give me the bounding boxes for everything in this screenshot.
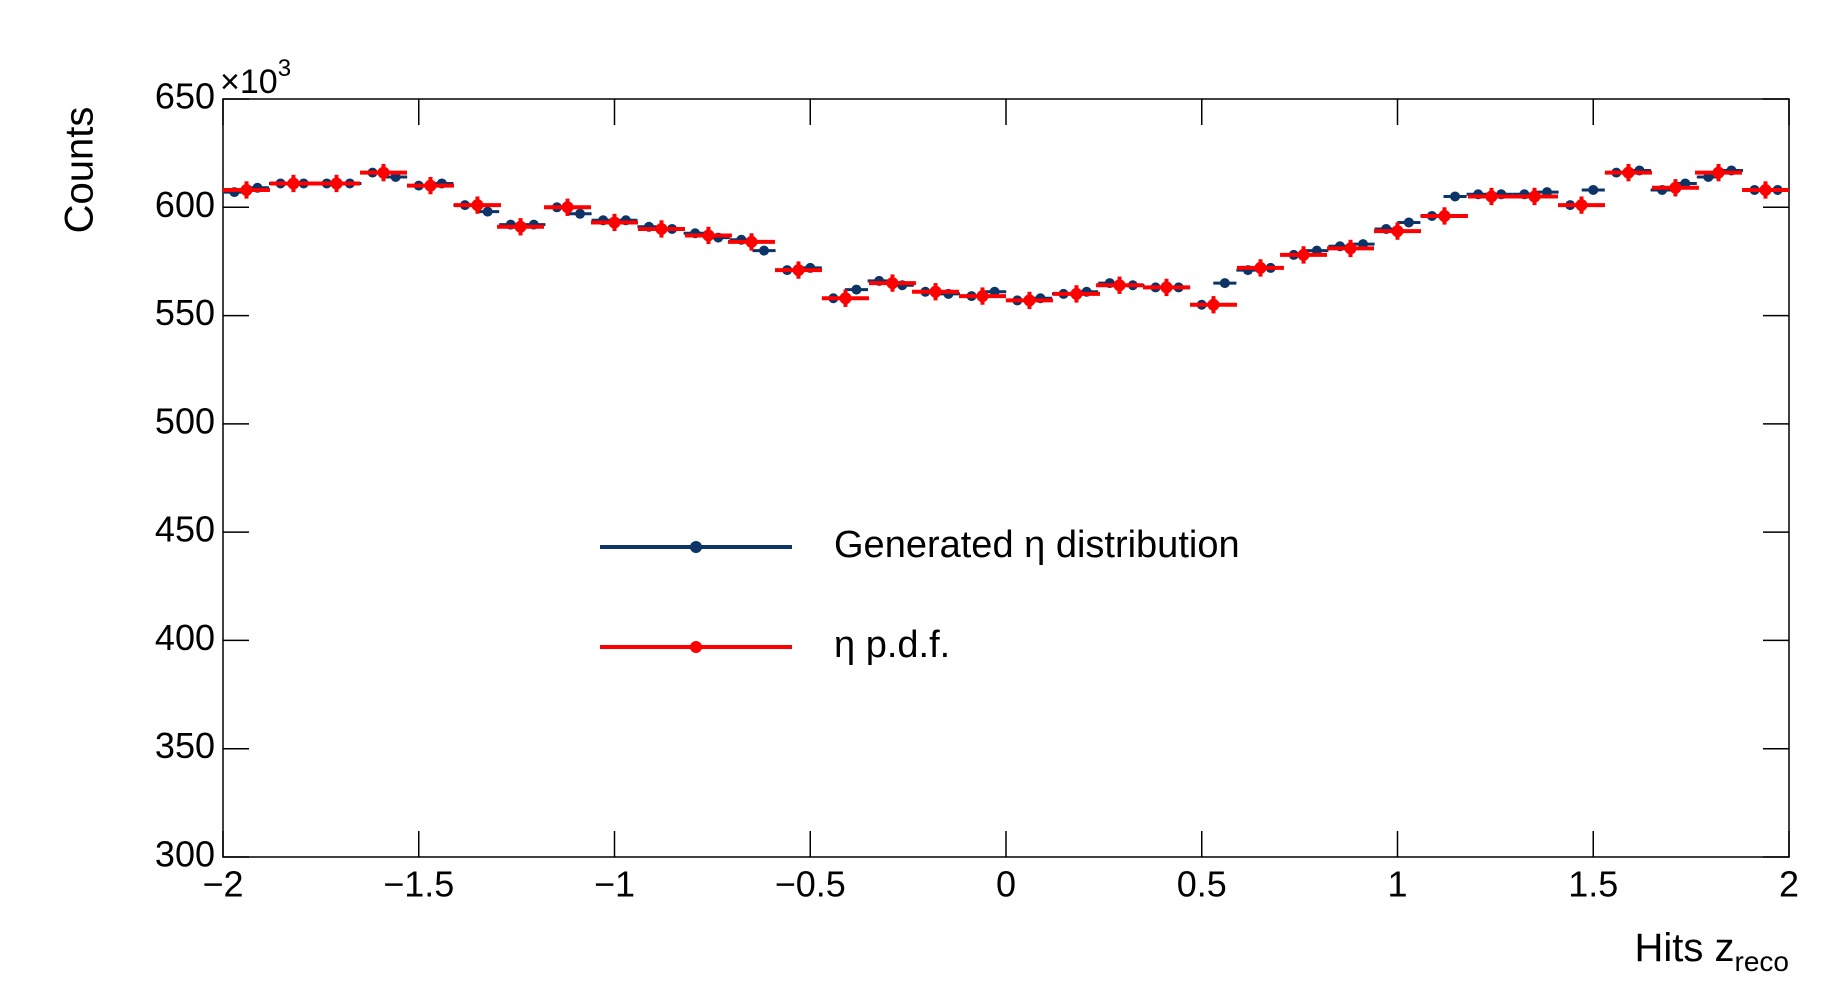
data-point xyxy=(287,177,300,190)
data-point xyxy=(1669,181,1682,194)
y-tick-label: 550 xyxy=(155,292,215,333)
data-point xyxy=(1575,199,1588,212)
y-tick-label: 650 xyxy=(155,76,215,117)
data-point xyxy=(1450,191,1461,202)
data-point xyxy=(976,290,989,303)
data-point xyxy=(1712,166,1725,179)
data-point xyxy=(424,179,437,192)
data-point xyxy=(1438,209,1451,222)
x-tick-label: 2 xyxy=(1779,864,1799,905)
data-point xyxy=(1344,242,1357,255)
data-point xyxy=(608,216,621,229)
data-point xyxy=(1254,261,1267,274)
data-point xyxy=(1485,190,1498,203)
y-axis-label: Counts xyxy=(58,107,102,234)
y-multiplier-exp: 3 xyxy=(278,55,291,82)
data-point xyxy=(575,208,586,219)
data-point xyxy=(561,201,574,214)
data-point xyxy=(240,183,253,196)
data-point xyxy=(1759,183,1772,196)
x-tick-label: −2 xyxy=(202,864,243,905)
y-tick-label: 600 xyxy=(155,184,215,225)
data-point xyxy=(1070,287,1083,300)
x-tick-label: 0.5 xyxy=(1177,864,1227,905)
x-axis-label-sub: reco xyxy=(1735,946,1789,977)
x-tick-label: −1 xyxy=(594,864,635,905)
data-point xyxy=(745,235,758,248)
data-point xyxy=(886,277,899,290)
data-point xyxy=(1219,278,1230,289)
data-point xyxy=(929,285,942,298)
data-point xyxy=(471,199,484,212)
data-point xyxy=(482,206,493,217)
y-multiplier-base: ×10 xyxy=(220,63,278,101)
x-axis-label-main: Hits z xyxy=(1635,926,1735,970)
x-tick-label: −0.5 xyxy=(775,864,846,905)
legend-marker xyxy=(690,541,702,553)
data-point xyxy=(655,222,668,235)
data-point xyxy=(1160,281,1173,294)
y-tick-label: 500 xyxy=(155,400,215,441)
data-point xyxy=(759,245,770,256)
legend-marker xyxy=(690,641,702,653)
x-tick-label: 1 xyxy=(1387,864,1407,905)
data-point xyxy=(839,292,852,305)
y-tick-label: 400 xyxy=(155,617,215,658)
data-point xyxy=(1528,190,1541,203)
x-axis-label: Hits zreco xyxy=(1635,926,1789,978)
data-point xyxy=(1113,279,1126,292)
data-point xyxy=(1023,294,1036,307)
legend-label: η p.d.f. xyxy=(834,624,950,666)
data-point xyxy=(514,220,527,233)
data-point xyxy=(330,177,343,190)
data-point xyxy=(1391,225,1404,238)
data-point xyxy=(1622,166,1635,179)
data-point xyxy=(1207,298,1220,311)
x-tick-label: 0 xyxy=(996,864,1016,905)
data-point xyxy=(702,229,715,242)
data-point xyxy=(851,284,862,295)
data-point xyxy=(792,264,805,277)
y-multiplier: ×103 xyxy=(220,55,291,101)
y-tick-label: 300 xyxy=(155,834,215,875)
legend-label: Generated η distribution xyxy=(834,524,1240,566)
x-tick-label: −1.5 xyxy=(383,864,454,905)
x-tick-label: 1.5 xyxy=(1568,864,1618,905)
data-point xyxy=(377,166,390,179)
data-point xyxy=(1297,248,1310,261)
data-point xyxy=(1588,184,1599,195)
y-tick-label: 350 xyxy=(155,725,215,766)
y-tick-label: 450 xyxy=(155,509,215,550)
data-point xyxy=(1403,217,1414,228)
